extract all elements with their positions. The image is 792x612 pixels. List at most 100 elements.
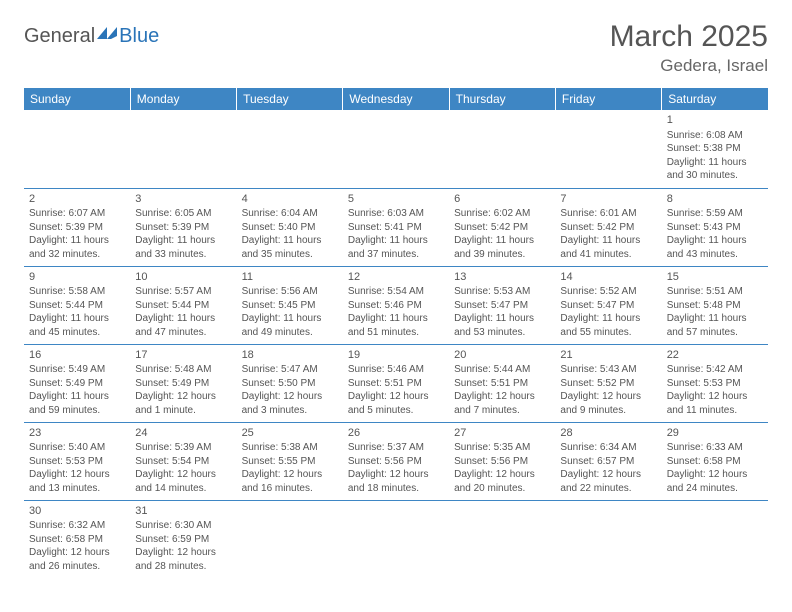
calendar-table: Sunday Monday Tuesday Wednesday Thursday… bbox=[24, 88, 768, 578]
calendar-week-row: 1Sunrise: 6:08 AMSunset: 5:38 PMDaylight… bbox=[24, 110, 768, 188]
calendar-week-row: 16Sunrise: 5:49 AMSunset: 5:49 PMDayligh… bbox=[24, 344, 768, 422]
sunrise-line: Sunrise: 6:01 AM bbox=[560, 207, 656, 221]
day-number: 28 bbox=[560, 426, 656, 441]
sunrise-line: Sunrise: 5:46 AM bbox=[348, 363, 444, 377]
daylight-line-1: Daylight: 12 hours bbox=[560, 468, 656, 482]
sunrise-line: Sunrise: 6:07 AM bbox=[29, 207, 125, 221]
daylight-line-1: Daylight: 12 hours bbox=[29, 468, 125, 482]
daylight-line-2: and 14 minutes. bbox=[135, 482, 231, 496]
sunrise-line: Sunrise: 5:52 AM bbox=[560, 285, 656, 299]
daylight-line-1: Daylight: 12 hours bbox=[135, 468, 231, 482]
month-title: March 2025 bbox=[610, 20, 768, 54]
daylight-line-1: Daylight: 11 hours bbox=[135, 234, 231, 248]
daylight-line-2: and 37 minutes. bbox=[348, 248, 444, 262]
calendar-cell: 7Sunrise: 6:01 AMSunset: 5:42 PMDaylight… bbox=[555, 188, 661, 266]
logo-text: General Blue bbox=[24, 24, 159, 49]
daylight-line-1: Daylight: 11 hours bbox=[667, 312, 763, 326]
sunset-line: Sunset: 5:39 PM bbox=[135, 221, 231, 235]
sunset-line: Sunset: 5:40 PM bbox=[242, 221, 338, 235]
day-number: 24 bbox=[135, 426, 231, 441]
sunrise-line: Sunrise: 5:43 AM bbox=[560, 363, 656, 377]
sunset-line: Sunset: 6:58 PM bbox=[667, 455, 763, 469]
title-block: March 2025 Gedera, Israel bbox=[610, 20, 768, 76]
calendar-cell: 2Sunrise: 6:07 AMSunset: 5:39 PMDaylight… bbox=[24, 188, 130, 266]
sunrise-line: Sunrise: 5:57 AM bbox=[135, 285, 231, 299]
sunset-line: Sunset: 5:55 PM bbox=[242, 455, 338, 469]
day-number: 11 bbox=[242, 270, 338, 285]
day-number: 14 bbox=[560, 270, 656, 285]
calendar-week-row: 9Sunrise: 5:58 AMSunset: 5:44 PMDaylight… bbox=[24, 266, 768, 344]
daylight-line-2: and 57 minutes. bbox=[667, 326, 763, 340]
calendar-cell: 3Sunrise: 6:05 AMSunset: 5:39 PMDaylight… bbox=[130, 188, 236, 266]
header: General Blue March 2025 Gedera, Israel bbox=[24, 20, 768, 76]
sunset-line: Sunset: 5:50 PM bbox=[242, 377, 338, 391]
calendar-cell bbox=[237, 500, 343, 578]
sunrise-line: Sunrise: 5:40 AM bbox=[29, 441, 125, 455]
sunset-line: Sunset: 5:42 PM bbox=[560, 221, 656, 235]
sunset-line: Sunset: 5:43 PM bbox=[667, 221, 763, 235]
day-number: 21 bbox=[560, 348, 656, 363]
sunrise-line: Sunrise: 5:53 AM bbox=[454, 285, 550, 299]
calendar-cell: 15Sunrise: 5:51 AMSunset: 5:48 PMDayligh… bbox=[662, 266, 768, 344]
day-number: 20 bbox=[454, 348, 550, 363]
weekday-header: Saturday bbox=[662, 88, 768, 110]
weekday-header: Tuesday bbox=[237, 88, 343, 110]
sunset-line: Sunset: 5:41 PM bbox=[348, 221, 444, 235]
calendar-cell bbox=[449, 110, 555, 188]
calendar-cell bbox=[343, 500, 449, 578]
calendar-cell bbox=[555, 110, 661, 188]
weekday-header-row: Sunday Monday Tuesday Wednesday Thursday… bbox=[24, 88, 768, 110]
daylight-line-1: Daylight: 12 hours bbox=[454, 468, 550, 482]
calendar-cell: 26Sunrise: 5:37 AMSunset: 5:56 PMDayligh… bbox=[343, 422, 449, 500]
day-number: 6 bbox=[454, 192, 550, 207]
day-number: 5 bbox=[348, 192, 444, 207]
calendar-cell bbox=[662, 500, 768, 578]
day-number: 3 bbox=[135, 192, 231, 207]
day-number: 9 bbox=[29, 270, 125, 285]
daylight-line-1: Daylight: 12 hours bbox=[348, 468, 444, 482]
daylight-line-1: Daylight: 11 hours bbox=[667, 156, 763, 170]
day-number: 26 bbox=[348, 426, 444, 441]
sunset-line: Sunset: 5:45 PM bbox=[242, 299, 338, 313]
daylight-line-1: Daylight: 12 hours bbox=[242, 468, 338, 482]
daylight-line-2: and 13 minutes. bbox=[29, 482, 125, 496]
day-number: 19 bbox=[348, 348, 444, 363]
calendar-cell: 8Sunrise: 5:59 AMSunset: 5:43 PMDaylight… bbox=[662, 188, 768, 266]
day-number: 2 bbox=[29, 192, 125, 207]
daylight-line-2: and 16 minutes. bbox=[242, 482, 338, 496]
calendar-cell: 20Sunrise: 5:44 AMSunset: 5:51 PMDayligh… bbox=[449, 344, 555, 422]
sunset-line: Sunset: 5:51 PM bbox=[348, 377, 444, 391]
sunset-line: Sunset: 5:52 PM bbox=[560, 377, 656, 391]
sunset-line: Sunset: 5:54 PM bbox=[135, 455, 231, 469]
sunrise-line: Sunrise: 6:05 AM bbox=[135, 207, 231, 221]
daylight-line-2: and 30 minutes. bbox=[667, 169, 763, 183]
daylight-line-2: and 28 minutes. bbox=[135, 560, 231, 574]
calendar-cell bbox=[24, 110, 130, 188]
daylight-line-1: Daylight: 11 hours bbox=[454, 234, 550, 248]
daylight-line-2: and 45 minutes. bbox=[29, 326, 125, 340]
day-number: 30 bbox=[29, 504, 125, 519]
sunset-line: Sunset: 5:44 PM bbox=[29, 299, 125, 313]
daylight-line-1: Daylight: 12 hours bbox=[667, 390, 763, 404]
daylight-line-2: and 26 minutes. bbox=[29, 560, 125, 574]
daylight-line-2: and 9 minutes. bbox=[560, 404, 656, 418]
calendar-cell bbox=[343, 110, 449, 188]
sunset-line: Sunset: 5:46 PM bbox=[348, 299, 444, 313]
daylight-line-1: Daylight: 11 hours bbox=[454, 312, 550, 326]
calendar-week-row: 30Sunrise: 6:32 AMSunset: 6:58 PMDayligh… bbox=[24, 500, 768, 578]
sunrise-line: Sunrise: 6:08 AM bbox=[667, 129, 763, 143]
day-number: 31 bbox=[135, 504, 231, 519]
sunset-line: Sunset: 5:53 PM bbox=[29, 455, 125, 469]
day-number: 13 bbox=[454, 270, 550, 285]
sunset-line: Sunset: 5:44 PM bbox=[135, 299, 231, 313]
calendar-page: General Blue March 2025 Gedera, Israel S… bbox=[0, 0, 792, 598]
sunset-line: Sunset: 5:48 PM bbox=[667, 299, 763, 313]
daylight-line-2: and 11 minutes. bbox=[667, 404, 763, 418]
calendar-cell: 31Sunrise: 6:30 AMSunset: 6:59 PMDayligh… bbox=[130, 500, 236, 578]
day-number: 7 bbox=[560, 192, 656, 207]
weekday-header: Wednesday bbox=[343, 88, 449, 110]
sunrise-line: Sunrise: 5:42 AM bbox=[667, 363, 763, 377]
calendar-cell: 30Sunrise: 6:32 AMSunset: 6:58 PMDayligh… bbox=[24, 500, 130, 578]
calendar-cell: 18Sunrise: 5:47 AMSunset: 5:50 PMDayligh… bbox=[237, 344, 343, 422]
location-label: Gedera, Israel bbox=[610, 56, 768, 76]
